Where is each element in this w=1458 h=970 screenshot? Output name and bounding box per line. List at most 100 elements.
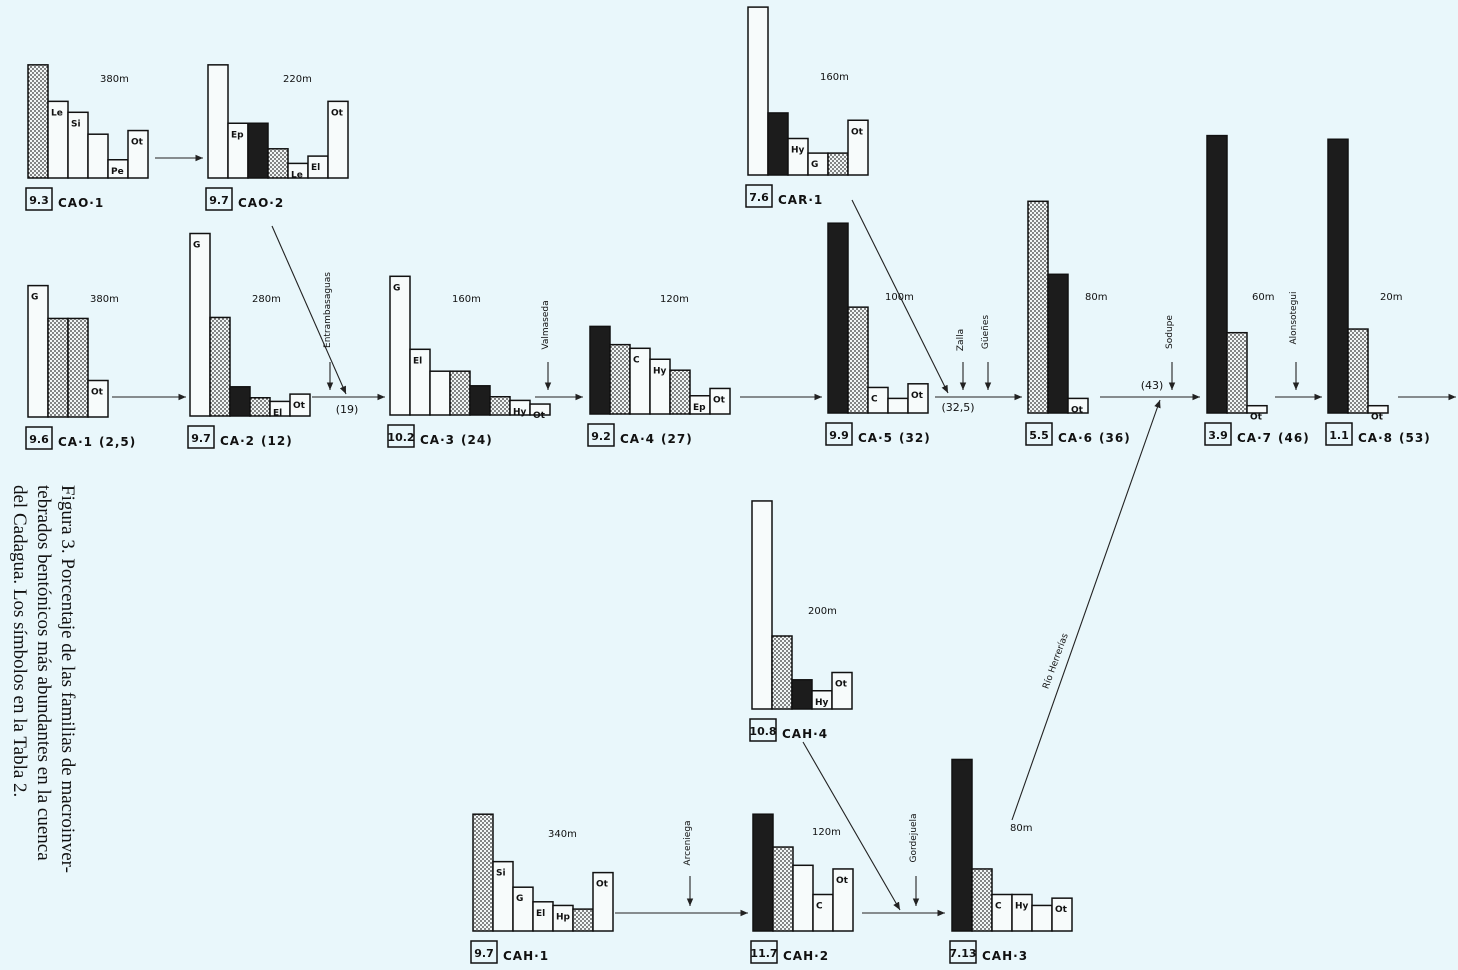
index: 11.7 — [750, 947, 777, 960]
bar-label: Ot — [91, 388, 104, 398]
bar-label: Ot — [1071, 405, 1084, 415]
index: 9.7 — [474, 947, 494, 960]
bar-chart: G El Ot 280m 9.7 CA·2 (12) — [187, 232, 311, 449]
index: 9.7 — [209, 194, 229, 207]
station-label: CA·8 (53) — [1358, 431, 1431, 445]
bar-chart: G Ot 380m 9.6 CA·1 (2,5) — [25, 284, 136, 450]
bar — [1067, 397, 1089, 414]
bar — [747, 6, 769, 176]
confluence-distance: (19) — [336, 403, 359, 416]
index-box — [750, 940, 778, 964]
bar-label: Ot — [533, 411, 546, 421]
station-name: CA·2 — [220, 434, 255, 448]
bar-label: G — [393, 283, 400, 293]
station-distance: (12) — [261, 434, 293, 448]
bar — [971, 868, 993, 932]
index: 9.6 — [29, 433, 49, 446]
station-label: CAH·1 — [503, 949, 549, 963]
station-label: CA·5 (32) — [858, 431, 931, 445]
tributary-label: Río Herrerías — [1041, 632, 1070, 691]
bar-chart: C Hy Ot 80m 7.13 CAH·3 — [949, 758, 1073, 964]
index: 7.13 — [949, 947, 976, 960]
index-box — [1325, 422, 1353, 446]
station-label: CAH·2 — [783, 949, 829, 963]
caption-line: tebrados bentónicos más abundantes en la… — [33, 485, 54, 861]
bar-label: G — [811, 160, 818, 170]
bar — [1367, 404, 1389, 414]
station-name: CA·1 — [58, 435, 93, 449]
bar — [472, 813, 494, 932]
bar — [289, 393, 311, 417]
bar — [589, 325, 611, 415]
bar — [1226, 331, 1248, 414]
station-distance: (46) — [1278, 431, 1310, 445]
tributary-label: Arceniega — [683, 820, 693, 865]
altitude: 120m — [812, 827, 841, 838]
index-box — [25, 426, 53, 450]
index: 3.9 — [1208, 429, 1228, 442]
bar-label: Ep — [693, 403, 706, 413]
bar — [752, 813, 774, 932]
bar — [592, 871, 614, 932]
bar — [831, 671, 853, 710]
bar — [669, 369, 691, 415]
index: 9.7 — [191, 432, 211, 445]
station-label: CA·1 (2,5) — [58, 435, 136, 449]
altitude: 380m — [90, 294, 119, 305]
bar — [847, 306, 869, 414]
bar — [247, 122, 269, 179]
bar-chart: Hy Ot 200m 10.8 CAH·4 — [749, 500, 853, 742]
index-box — [745, 184, 773, 208]
bar — [991, 893, 1013, 932]
bar-label: Ot — [331, 108, 344, 118]
bar — [189, 232, 211, 417]
station-name: CAO·2 — [238, 196, 284, 210]
bar — [47, 317, 69, 418]
bar-label: El — [273, 408, 282, 418]
caption-line: Figura 3. Porcentaje de las familias de … — [57, 485, 78, 873]
station-name: CA·6 — [1058, 431, 1093, 445]
bar — [792, 864, 814, 932]
bar-label: Ot — [1250, 413, 1263, 423]
index-box — [949, 940, 977, 964]
confluence-distance: (43) — [1141, 379, 1164, 392]
station-label: CA·4 (27) — [620, 432, 693, 446]
tributary-label: Gordejuela — [909, 813, 919, 862]
bar-label: Hy — [513, 407, 527, 417]
altitude: 60m — [1252, 292, 1274, 303]
bar — [887, 397, 909, 414]
bar — [1327, 138, 1349, 414]
bar-label: Le — [51, 108, 63, 118]
index: 5.5 — [1029, 429, 1049, 442]
altitude: 20m — [1380, 292, 1402, 303]
index-box — [187, 425, 215, 449]
index-box — [587, 423, 615, 447]
altitude: 280m — [252, 294, 281, 305]
bar — [67, 317, 89, 418]
caption-line: del Cadagua. Los símbolos en la Tabla 2. — [9, 485, 30, 797]
bar — [1051, 897, 1073, 932]
bar — [772, 846, 794, 932]
altitude: 100m — [885, 292, 914, 303]
tributary-label: Entrambasaguas — [323, 272, 333, 348]
altitude: 380m — [100, 74, 129, 85]
station-name: CA·5 — [858, 431, 893, 445]
bar — [812, 893, 834, 932]
bar — [429, 370, 451, 416]
altitude: 160m — [820, 72, 849, 83]
altitude: 120m — [660, 294, 689, 305]
station-label: CA·2 (12) — [220, 434, 293, 448]
bar — [249, 397, 271, 417]
bar — [751, 500, 773, 710]
station-label: CAH·3 — [982, 949, 1028, 963]
bar — [827, 222, 849, 414]
index-box — [1025, 422, 1053, 446]
bar — [1246, 404, 1268, 414]
bar-label: C — [995, 902, 1002, 912]
tributary-label: Güeñes — [981, 315, 991, 349]
bar — [529, 403, 551, 416]
bar — [847, 119, 869, 176]
bar-label: C — [816, 902, 823, 912]
bar — [489, 396, 511, 416]
